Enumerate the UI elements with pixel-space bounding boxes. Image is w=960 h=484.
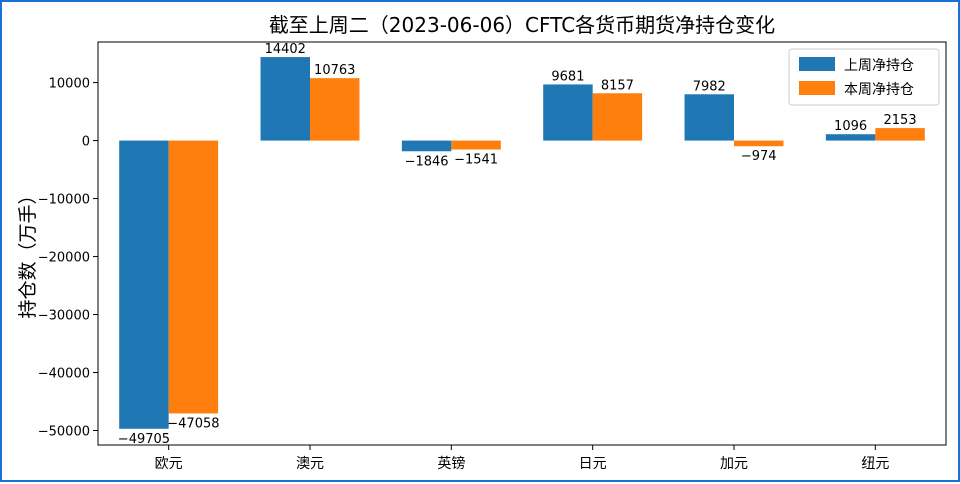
legend-swatch-1 — [799, 57, 835, 71]
data-label-1-4: 9681 — [551, 69, 584, 84]
x-tick-label-2: 澳元 — [296, 456, 324, 472]
bar-2-1 — [168, 140, 219, 414]
x-tick-label-3: 英镑 — [437, 455, 465, 472]
x-tick-label-4: 日元 — [579, 456, 607, 472]
legend-label-1: 上周净持仓 — [844, 58, 914, 74]
y-axis-label: 持仓数（万手） — [17, 185, 39, 318]
bar-2-6 — [875, 128, 925, 141]
legend-swatch-2 — [799, 81, 835, 95]
bar-2-3 — [451, 140, 501, 150]
axes-frame — [97, 41, 947, 446]
y-tick-label-7: 10000 — [49, 77, 90, 92]
data-label-2-2: 10763 — [314, 63, 355, 78]
data-label-2-3: −1541 — [454, 153, 498, 168]
data-label-2-6: 2153 — [884, 113, 917, 128]
y-tick-label-3: −30000 — [38, 309, 90, 324]
data-label-1-2: 14402 — [265, 42, 306, 57]
y-tick-label-6: 0 — [82, 135, 90, 150]
bar-1-2 — [260, 57, 310, 141]
data-label-2-1: −47058 — [167, 416, 219, 431]
bar-1-5 — [684, 94, 734, 141]
data-label-1-3: −1846 — [405, 154, 449, 169]
bar-1-1 — [119, 140, 169, 429]
bar-2-2 — [310, 78, 360, 141]
legend-label-2: 本周净持仓 — [844, 82, 914, 98]
y-tick-label-5: −10000 — [38, 193, 90, 208]
x-tick-label-5: 加元 — [720, 456, 748, 472]
bar-1-3 — [401, 140, 452, 152]
plot-area: −49705 14402 −1846 9681 7982 1096 −47058 10763 −… — [38, 41, 947, 472]
data-label-1-6: 1096 — [834, 119, 867, 134]
bar-1-4 — [543, 84, 593, 141]
x-tick-label-6: 纽元 — [861, 456, 889, 472]
y-tick-label-2: −40000 — [38, 367, 90, 382]
bar-2-5 — [734, 140, 784, 147]
data-label-1-5: 7982 — [693, 79, 726, 94]
bar-1-6 — [825, 134, 876, 141]
data-label-2-5: −974 — [741, 149, 777, 164]
bar-2-4 — [592, 93, 643, 141]
data-label-2-4: 8157 — [601, 78, 634, 93]
x-tick-label-1: 欧元 — [155, 456, 183, 472]
y-tick-label-1: −50000 — [38, 425, 90, 440]
y-tick-label-4: −20000 — [38, 251, 90, 266]
data-label-1-1: −49705 — [118, 432, 170, 447]
chart-title: 截至上周二（2023-06-06）CFTC各货币期货净持仓变化 — [269, 13, 775, 37]
